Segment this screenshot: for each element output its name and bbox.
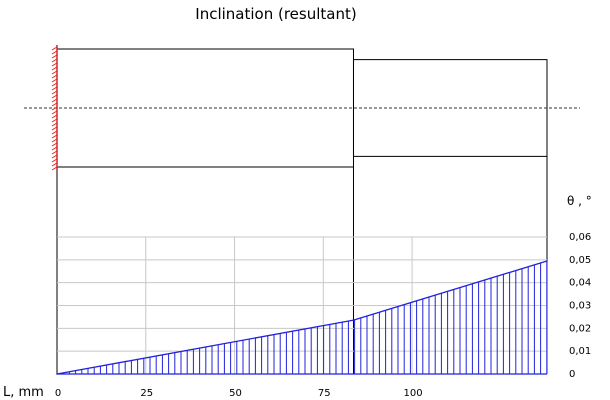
fixed-support-hatch (51, 66, 58, 71)
fixed-support-hatch (51, 150, 58, 155)
x-tick-label: 100 (404, 388, 423, 399)
y-tick-label: 0,05 (569, 255, 591, 266)
y-tick-label: 0,03 (569, 301, 591, 312)
chart-title: Inclination (resultant) (195, 5, 356, 23)
fixed-support-hatch (51, 70, 58, 75)
x-tick-label: 25 (140, 388, 153, 399)
x-tick-label: 50 (229, 388, 242, 399)
y-axis-label: θ , ° (567, 194, 592, 208)
fixed-support-hatch (51, 114, 58, 119)
fixed-support-hatch (51, 50, 58, 55)
fixed-support-hatch (51, 126, 58, 131)
x-axis-label: L, mm (3, 385, 44, 400)
fixed-support-hatch (51, 146, 58, 151)
y-tick-label: 0,04 (569, 278, 591, 289)
inclination-curve (56, 260, 548, 375)
fixed-support-hatch (51, 130, 58, 135)
fixed-support-hatch (51, 154, 58, 159)
fixed-support-hatch (51, 58, 58, 63)
y-tick-label: 0,01 (569, 346, 591, 357)
tick-labels: 0 25 50 75 100 0 0,01 0,02 0,03 0,04 0,05 0,06 (55, 232, 591, 399)
fixed-support-hatch (51, 62, 58, 67)
fixed-support-hatch (51, 134, 58, 139)
fixed-support-hatch (51, 94, 58, 99)
beam-diagram (24, 45, 580, 374)
fixed-support-hatch (51, 166, 58, 171)
chart-grid (57, 236, 547, 375)
x-tick-label: 0 (55, 388, 61, 399)
y-tick-label: 0,06 (569, 232, 591, 243)
fixed-support-hatch (51, 138, 58, 143)
fixed-support-hatch (51, 102, 58, 107)
plot-area (56, 260, 548, 375)
data-point (352, 319, 355, 321)
fixed-support-hatch (51, 142, 58, 147)
fixed-support-hatch (51, 90, 58, 95)
fixed-support-hatch (51, 162, 58, 167)
fixed-support-hatch (51, 98, 58, 103)
x-tick-label: 75 (318, 388, 331, 399)
fixed-support-hatch (51, 122, 58, 127)
y-tick-label: 0,02 (569, 323, 591, 334)
fixed-support-hatch (51, 158, 58, 163)
y-tick-label: 0 (569, 369, 575, 380)
fixed-support-hatch (51, 106, 58, 111)
fixed-support-hatch (51, 78, 58, 83)
fixed-support-hatch (51, 118, 58, 123)
data-point (546, 260, 548, 262)
fixed-support-hatch (51, 54, 58, 59)
fixed-support-hatch (51, 46, 58, 51)
diagram-hatching (62, 260, 548, 374)
fixed-support-hatch (51, 82, 58, 87)
fixed-support-hatch (51, 86, 58, 91)
fixed-support-hatch (51, 74, 58, 79)
fixed-support-hatch (51, 110, 58, 115)
